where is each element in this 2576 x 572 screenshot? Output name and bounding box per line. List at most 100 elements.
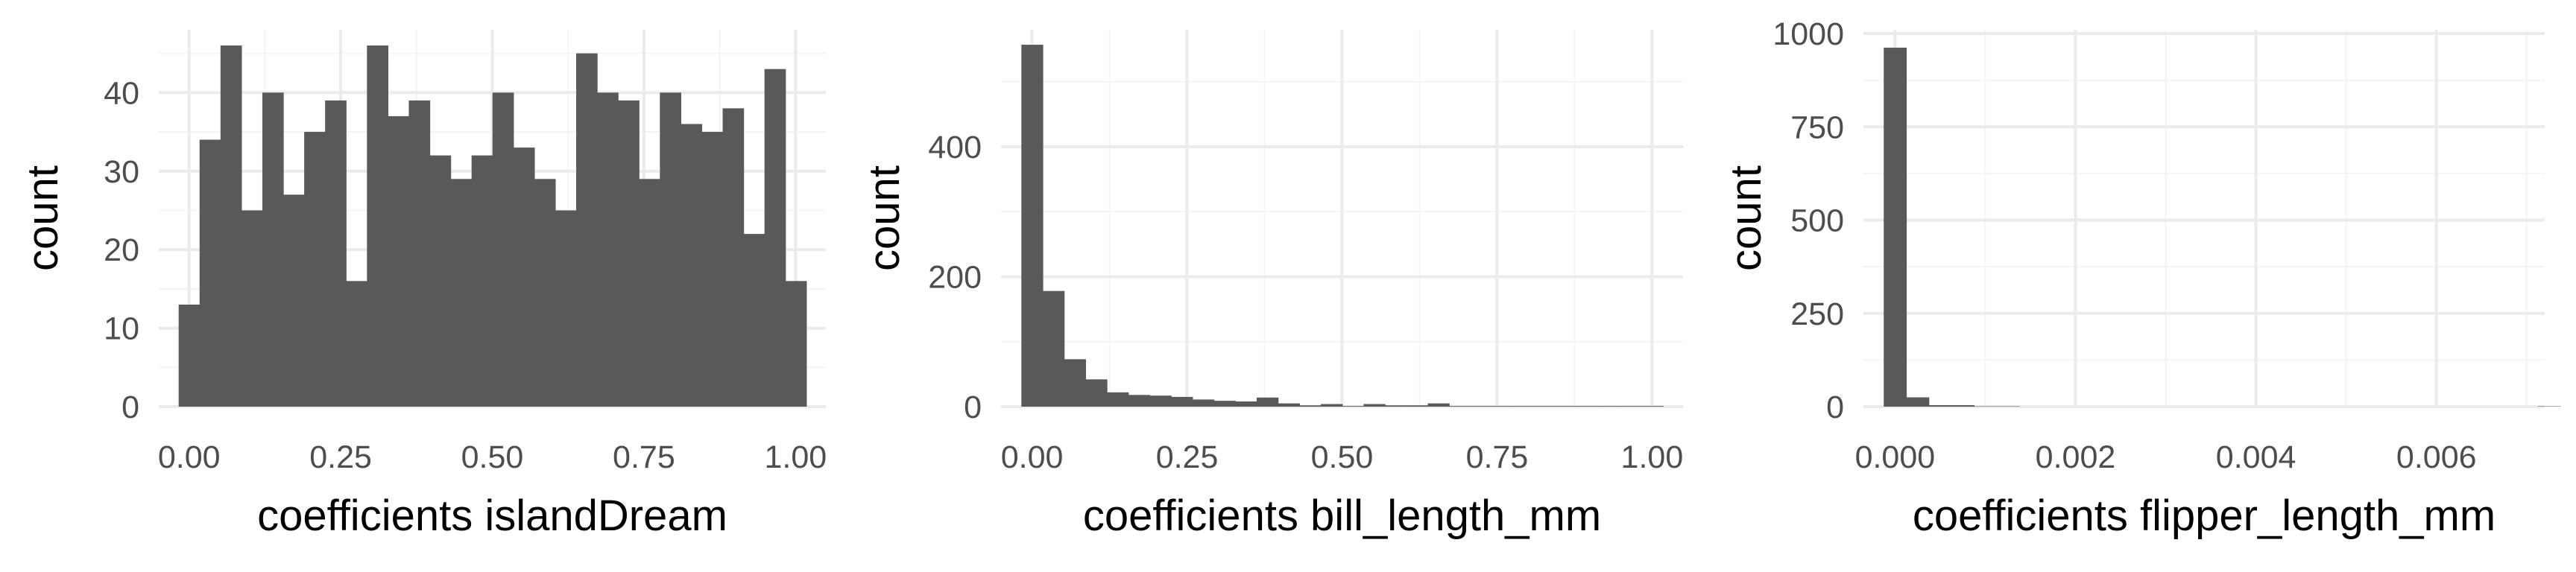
histogram-bar xyxy=(1235,401,1257,407)
histogram-bar xyxy=(743,234,765,407)
x-tick-label: 0.75 xyxy=(613,439,675,475)
x-axis-title: coefficients islandDream xyxy=(257,492,727,540)
histogram-bar xyxy=(1556,406,1579,407)
histogram-bar xyxy=(1470,406,1493,407)
x-tick-label: 0.000 xyxy=(1855,439,1936,475)
x-tick-label: 0.002 xyxy=(2036,439,2116,475)
histogram-bar xyxy=(1299,405,1322,407)
histogram-bar xyxy=(618,100,640,407)
histogram-bar xyxy=(2537,406,2561,407)
histogram-bar xyxy=(1513,406,1535,407)
y-axis-title: count xyxy=(19,165,67,271)
histogram-bar xyxy=(1906,397,1930,407)
histogram-bar xyxy=(429,155,452,407)
histogram-panel-island-dream: 0 10 20 30 40 0.00 0.25 0.50 0.75 1.00 coefficient… xyxy=(19,30,827,540)
histogram-panel-bill-length: 0 200 400 0.00 0.25 0.50 0.75 1.00 coefficients … xyxy=(860,30,1683,540)
histogram-bar xyxy=(1278,403,1300,407)
histogram-bar xyxy=(1064,359,1086,407)
x-tick-label: 0.00 xyxy=(158,439,221,475)
histogram-bar xyxy=(722,108,745,407)
x-tick-label: 0.25 xyxy=(1156,439,1219,475)
histogram-bar xyxy=(1535,406,1557,407)
x-tick-label: 0.004 xyxy=(2216,439,2296,475)
histogram-panel-flipper-length: 0 250 500 750 1000 0.000 0.002 0.004 0.006 coeffi… xyxy=(1722,16,2561,540)
x-axis-title: coefficients flipper_length_mm xyxy=(1913,492,2496,540)
y-tick-label: 20 xyxy=(104,232,139,268)
histogram-bar xyxy=(1884,48,1907,407)
histogram-bar xyxy=(1951,404,1974,407)
histogram-bar xyxy=(367,45,388,407)
histogram-bar xyxy=(639,179,660,407)
histogram-bar xyxy=(1149,395,1172,407)
histogram-bar xyxy=(764,69,786,407)
histogram-bar xyxy=(1171,396,1193,407)
histogram-bar xyxy=(408,100,431,407)
histogram-bar xyxy=(1042,290,1065,407)
histogram-bar xyxy=(304,132,326,407)
histogram-bar xyxy=(1021,45,1044,407)
histogram-bar xyxy=(450,179,473,407)
histogram-bar xyxy=(785,281,807,407)
histogram-bar xyxy=(1577,406,1600,407)
histogram-bar xyxy=(1928,404,1952,407)
x-tick-label: 0.25 xyxy=(309,439,372,475)
y-tick-label: 1000 xyxy=(1772,16,1844,52)
histogram-bar xyxy=(241,210,263,407)
histogram-bar xyxy=(220,45,242,407)
y-tick-label: 750 xyxy=(1790,109,1844,145)
histogram-bar xyxy=(701,132,724,407)
x-axis-title: coefficients bill_length_mm xyxy=(1083,492,1601,540)
histogram-bar xyxy=(262,92,284,407)
histogram-bar xyxy=(1491,406,1514,407)
histogram-bar xyxy=(492,92,514,407)
histogram-bar xyxy=(1620,406,1643,407)
histogram-bar xyxy=(1385,405,1407,407)
histogram-bar xyxy=(1363,404,1386,407)
histogram-bar xyxy=(555,210,577,407)
y-tick-label: 30 xyxy=(104,154,139,190)
histogram-bar xyxy=(576,53,598,407)
histogram-bar xyxy=(1213,401,1236,407)
histogram-bar xyxy=(513,147,535,407)
histogram-bar xyxy=(1321,404,1343,407)
histogram-bar xyxy=(178,304,201,407)
histogram-bar xyxy=(388,115,410,407)
histogram-bar xyxy=(1256,397,1279,407)
y-tick-label: 10 xyxy=(104,311,139,347)
x-tick-label: 0.50 xyxy=(1311,439,1374,475)
y-tick-label: 500 xyxy=(1790,203,1844,239)
histogram-bar xyxy=(1641,406,1664,407)
x-tick-label: 0.75 xyxy=(1466,439,1529,475)
x-tick-label: 1.00 xyxy=(764,439,827,475)
histogram-bar xyxy=(1107,392,1129,407)
histogram-bar xyxy=(346,281,367,407)
y-tick-label: 0 xyxy=(1826,390,1844,425)
histogram-bar xyxy=(199,139,221,407)
histogram-bar xyxy=(1599,406,1621,407)
histogram-bar xyxy=(1449,406,1471,407)
histogram-bar xyxy=(1128,395,1151,407)
histogram-bar xyxy=(325,100,347,407)
y-tick-label: 250 xyxy=(1790,296,1844,332)
y-tick-label: 0 xyxy=(964,390,982,425)
x-tick-label: 0.00 xyxy=(1001,439,1064,475)
x-tick-label: 0.006 xyxy=(2396,439,2477,475)
histogram-bar xyxy=(1085,379,1108,407)
histogram-bar xyxy=(1342,406,1365,407)
histogram-bar xyxy=(534,179,556,407)
y-axis-title: count xyxy=(1722,165,1770,271)
histogram-bar xyxy=(681,124,703,407)
histogram-bar xyxy=(1996,406,2020,407)
histogram-bar xyxy=(471,155,493,407)
y-tick-label: 0 xyxy=(121,390,139,425)
x-tick-label: 1.00 xyxy=(1621,439,1684,475)
x-tick-label: 0.50 xyxy=(461,439,524,475)
histogram-bar xyxy=(283,194,305,407)
y-tick-label: 200 xyxy=(928,260,982,296)
y-axis-title: count xyxy=(860,165,909,271)
histogram-bar xyxy=(1427,403,1450,407)
histogram-bar xyxy=(1974,406,1998,407)
y-tick-label: 40 xyxy=(104,75,139,111)
y-tick-label: 400 xyxy=(928,130,982,165)
